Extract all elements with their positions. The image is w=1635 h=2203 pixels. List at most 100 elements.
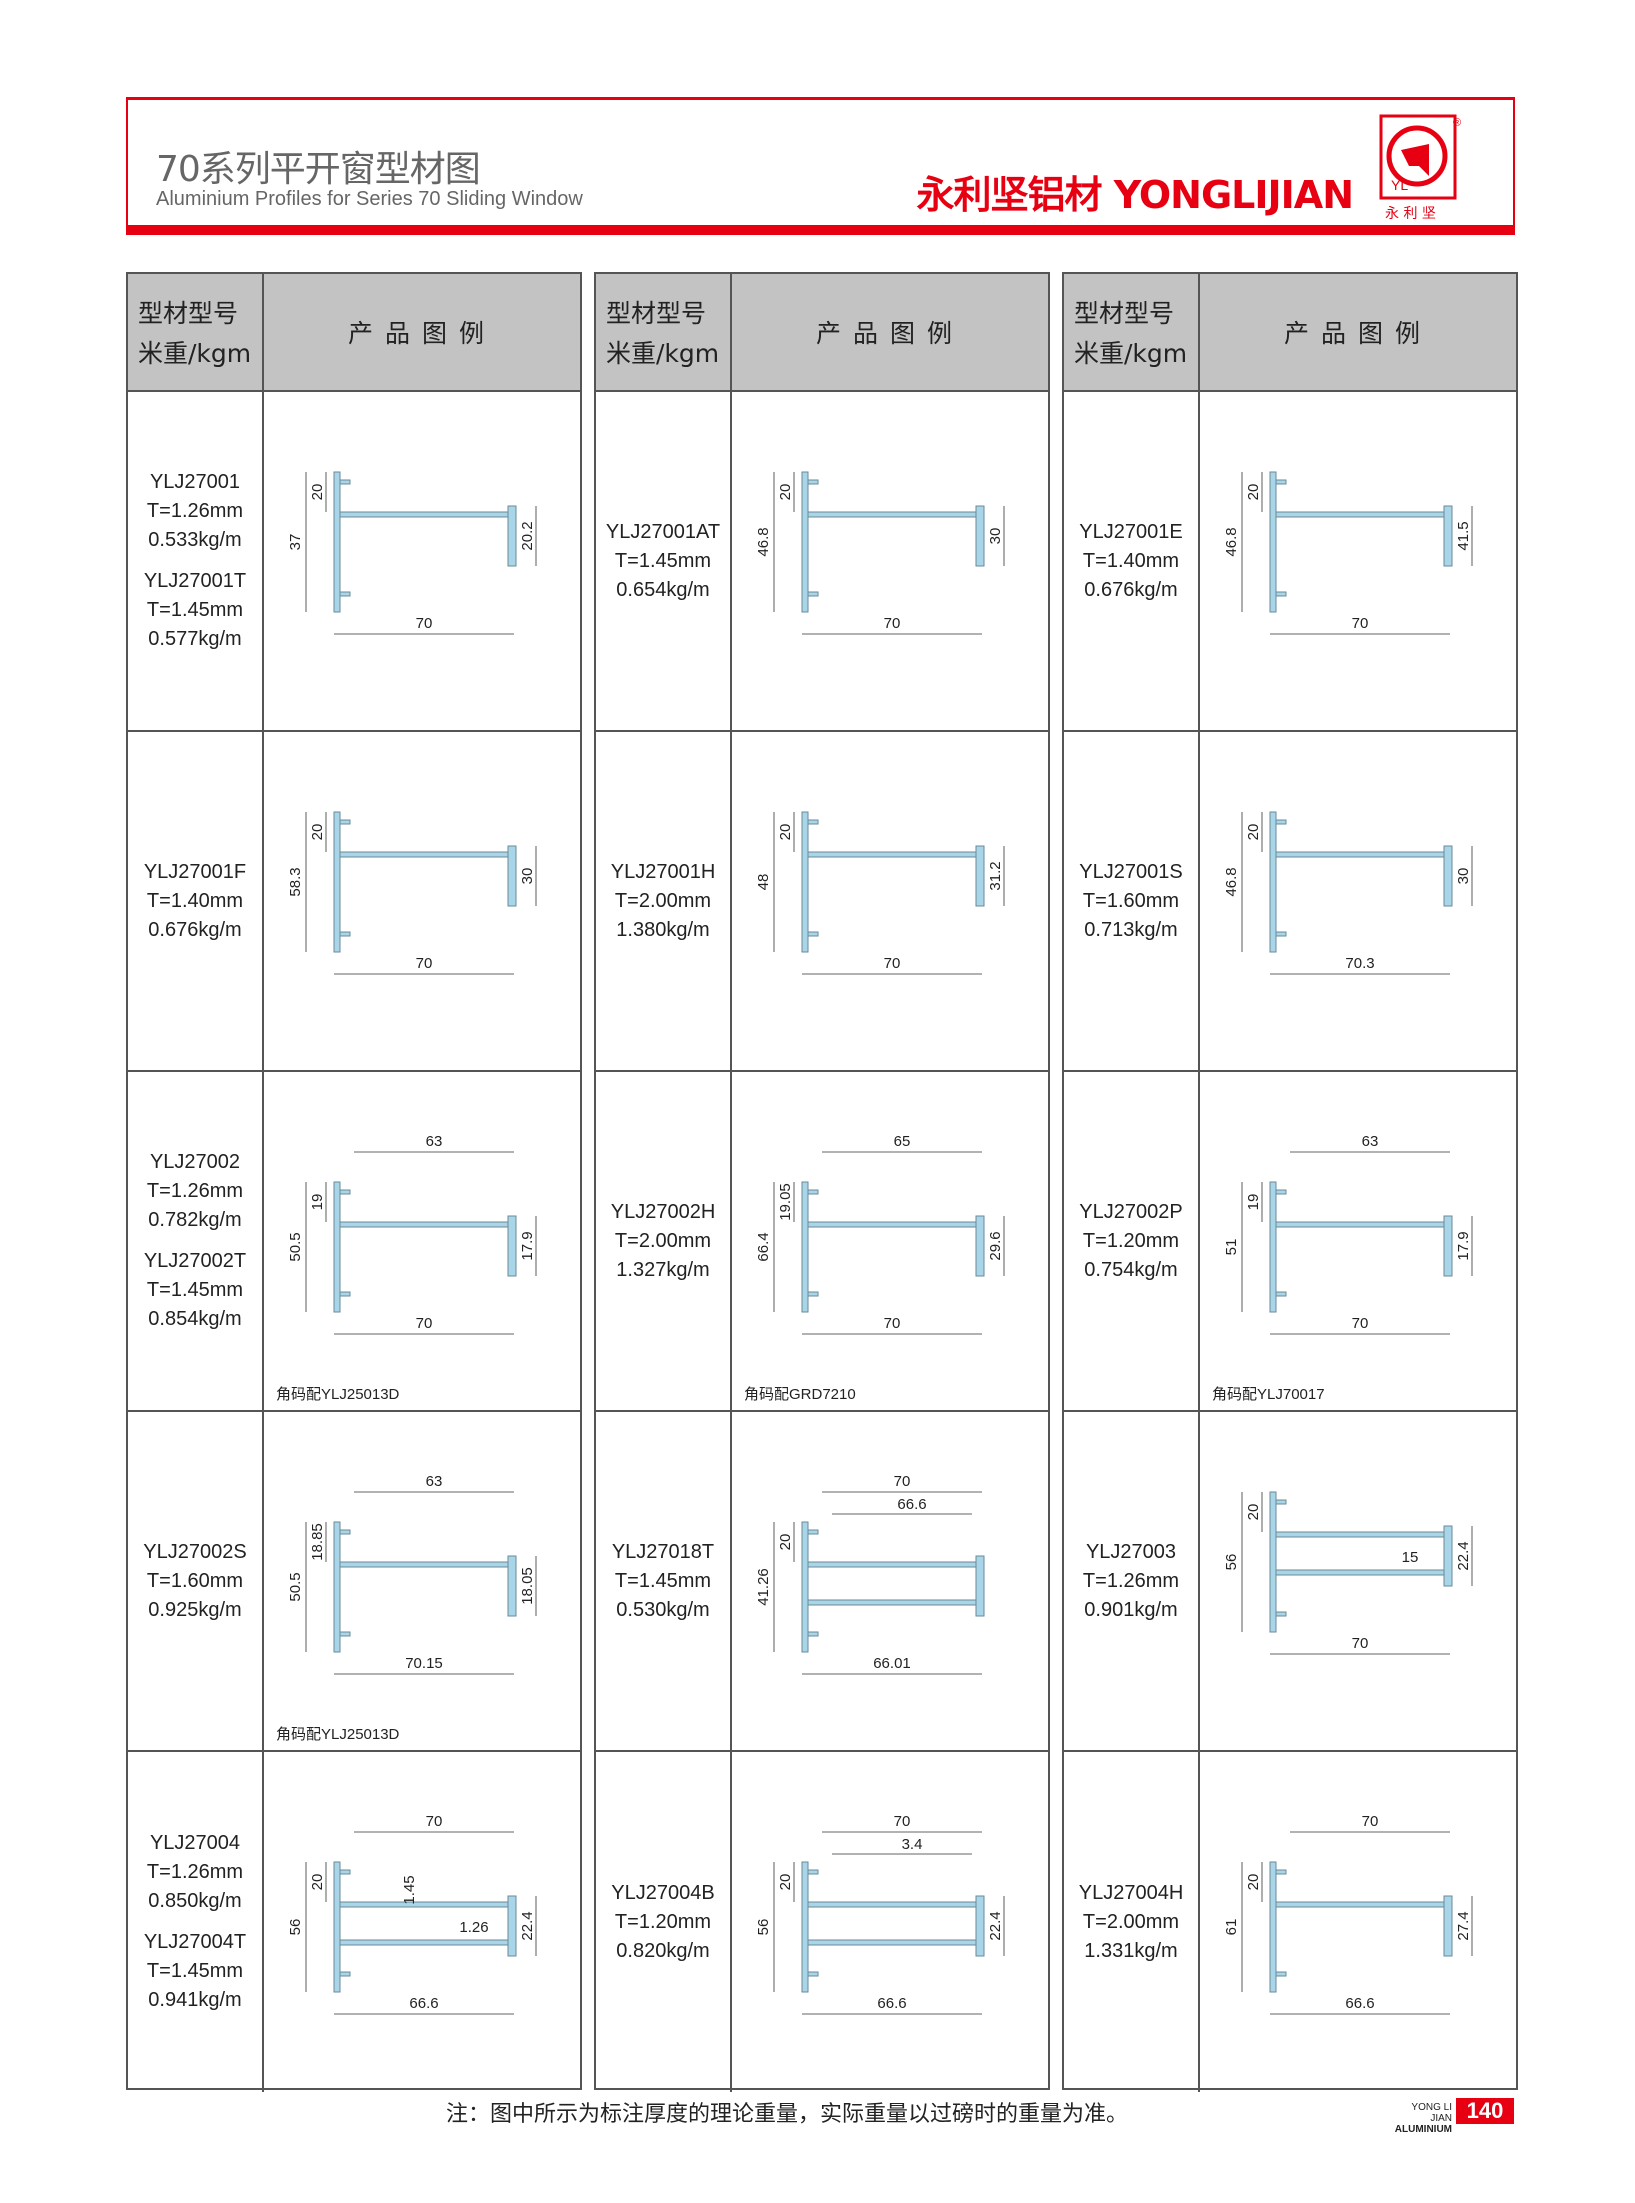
profile-drawing-cell: 70 46.8 20 41.5 xyxy=(1200,392,1516,730)
dimension-label: 22.4 xyxy=(519,1911,536,1940)
profile-shape xyxy=(1269,1491,1453,1633)
weight: 0.530kg/m xyxy=(616,1598,710,1621)
profile-drawing: 70 63 51 19 17.9 xyxy=(1223,1133,1473,1335)
profile-shape xyxy=(1269,811,1453,953)
dimension-label: 66.4 xyxy=(755,1232,772,1261)
dimension-label: 70 xyxy=(1352,615,1369,632)
page-header: 70系列平开窗型材图 Aluminium Profiles for Series… xyxy=(126,97,1515,235)
dimension-label: 66.6 xyxy=(409,1995,438,2012)
profile-drawing-cell: 70 48 20 31.2 xyxy=(732,732,1048,1070)
header-model-weight: 型材型号 米重/kgm xyxy=(1064,274,1200,390)
profile-drawing-cell: 角码配YLJ25013D 70 63 50.5 19 17.9 xyxy=(264,1072,580,1410)
profile-drawing: 70 56 20 22.4 15 xyxy=(1223,1491,1473,1655)
dimension-label: 31.2 xyxy=(987,861,1004,890)
profile-drawing: 70 46.8 20 30 xyxy=(755,471,1005,635)
table-row: YLJ27001AT T=1.45mm 0.654kg/m 70 46.8 20 30 xyxy=(596,392,1048,732)
model-code: YLJ27004H xyxy=(1078,1881,1184,1904)
header-model: 型材型号 xyxy=(138,299,239,328)
model-cell: YLJ27001F T=1.40mm 0.676kg/m xyxy=(128,732,264,1070)
dimension-label: 65 xyxy=(894,1133,911,1150)
profile-shape xyxy=(333,811,517,953)
profile-shape xyxy=(1269,1181,1453,1313)
weight: 0.782kg/m xyxy=(148,1209,242,1231)
model-cell: YLJ27003 T=1.26mm 0.901kg/m xyxy=(1064,1412,1200,1750)
dimension-label: 20 xyxy=(1245,1504,1262,1521)
dimension-label: 37 xyxy=(287,534,304,551)
thickness: T=1.26mm xyxy=(146,1861,244,1883)
dimension-label: 15 xyxy=(1402,1549,1419,1566)
dimension-lines xyxy=(305,1831,537,2015)
dimension-lines xyxy=(1241,1151,1473,1335)
dimension-label: 20 xyxy=(777,1874,794,1891)
corner-key-note: 角码配YLJ70017 xyxy=(1212,1386,1325,1403)
dimension-label: 27.4 xyxy=(1455,1911,1472,1940)
weight: 0.854kg/m xyxy=(148,1308,242,1330)
footer-brand: YONG LI JIAN ALUMINIUM xyxy=(1388,2102,1452,2135)
dimension-label: 29.6 xyxy=(987,1231,1004,1260)
table-row: YLJ27001S T=1.60mm 0.713kg/m 70.3 46.8 20 30 xyxy=(1064,732,1516,1072)
weight: 0.850kg/m xyxy=(148,1890,242,1912)
page-number: 140 xyxy=(1456,2098,1514,2124)
svg-text:YL: YL xyxy=(1391,177,1408,193)
dimension-lines xyxy=(773,1151,1005,1335)
model-cell: YLJ27001E T=1.40mm 0.676kg/m xyxy=(1064,392,1200,730)
dimension-label: 56 xyxy=(287,1919,304,1936)
profile-shape xyxy=(333,471,517,613)
profile-drawing-cell: 66.01 70 66.6 41.26 20 xyxy=(732,1412,1048,1750)
dimension-lines xyxy=(773,1831,1005,2015)
profile-shape xyxy=(333,1181,517,1313)
table-row: YLJ27004B T=1.20mm 0.820kg/m 66.6 70 3.4 56 20 2… xyxy=(596,1752,1048,2092)
dimension-label: 70 xyxy=(884,1315,901,1332)
weight: 1.331kg/m xyxy=(1084,1939,1178,1962)
profile-drawing-cell: 66.6 70 3.4 56 20 22.4 xyxy=(732,1752,1048,2092)
dimension-label: 70 xyxy=(1352,1315,1369,1332)
profile-shape xyxy=(801,811,985,953)
model-code: YLJ27001 xyxy=(149,471,241,493)
model-cell: YLJ27002P T=1.20mm 0.754kg/m xyxy=(1064,1072,1200,1410)
profile-drawing-cell: 70 37 20 20.2 xyxy=(264,392,580,730)
dimension-lines xyxy=(773,1491,982,1675)
model-code: YLJ27018T xyxy=(611,1540,715,1563)
profile-drawing: 66.6 70 3.4 56 20 22.4 xyxy=(755,1813,1005,2015)
profile-drawing-cell: 70.3 46.8 20 30 xyxy=(1200,732,1516,1070)
profile-shape xyxy=(801,1861,985,1993)
weight: 0.901kg/m xyxy=(1084,1598,1178,1621)
dimension-label: 56 xyxy=(1223,1554,1240,1571)
corner-key-note: 角码配GRD7210 xyxy=(744,1386,856,1403)
header-model: 型材型号 xyxy=(606,299,707,328)
profile-drawing: 70 37 20 20.2 xyxy=(287,471,537,635)
model-cell: YLJ27018T T=1.45mm 0.530kg/m xyxy=(596,1412,732,1750)
weight: 0.925kg/m xyxy=(148,1598,242,1621)
dimension-label: 66.6 xyxy=(877,1995,906,2012)
thickness: T=1.45mm xyxy=(146,1279,244,1301)
dimension-label: 70 xyxy=(894,1813,911,1830)
weight: 1.327kg/m xyxy=(616,1258,710,1281)
model-cell: YLJ27001 T=1.26mm 0.533kg/m YLJ27001T T=1.45… xyxy=(128,392,264,730)
profile-drawing: 66.6 70 61 20 27.4 xyxy=(1223,1813,1473,2015)
dimension-lines xyxy=(305,1151,537,1335)
table-row: YLJ27002S T=1.60mm 0.925kg/m 角码配YLJ25013D 70… xyxy=(128,1412,580,1752)
model-cell: YLJ27002H T=2.00mm 1.327kg/m xyxy=(596,1072,732,1410)
dimension-label: 19.05 xyxy=(777,1183,794,1221)
dimension-lines xyxy=(773,472,1005,635)
dimension-label: 20.2 xyxy=(519,521,536,550)
profile-shape xyxy=(801,1521,985,1653)
footer-brand-line2: ALUMINIUM xyxy=(1394,2124,1452,2135)
dimension-label: 41.5 xyxy=(1455,521,1472,550)
model-cell: YLJ27002S T=1.60mm 0.925kg/m xyxy=(128,1412,264,1750)
table-row: YLJ27001 T=1.26mm 0.533kg/m YLJ27001T T=1.45… xyxy=(128,392,580,732)
model-code: YLJ27002 xyxy=(149,1151,241,1173)
dimension-label: 50.5 xyxy=(287,1232,304,1261)
profile-shape xyxy=(801,471,985,613)
profile-drawing: 66.6 70 56 20 22.4 1.26 1.45 xyxy=(287,1813,537,2015)
header-model: 型材型号 xyxy=(1074,299,1175,328)
dimension-label: 3.4 xyxy=(902,1836,923,1853)
weight: 0.654kg/m xyxy=(616,578,710,601)
header-model-weight: 型材型号 米重/kgm xyxy=(128,274,264,390)
thickness: T=1.60mm xyxy=(1082,889,1180,912)
brand-logo: YL 永 利 坚 ® xyxy=(1379,114,1461,222)
dimension-label: 70 xyxy=(426,1813,443,1830)
model-cell: YLJ27004B T=1.20mm 0.820kg/m xyxy=(596,1752,732,2092)
profile-drawing-cell: 66.6 70 56 20 22.4 1.26 1.45 xyxy=(264,1752,580,2092)
dimension-label: 70 xyxy=(884,955,901,972)
